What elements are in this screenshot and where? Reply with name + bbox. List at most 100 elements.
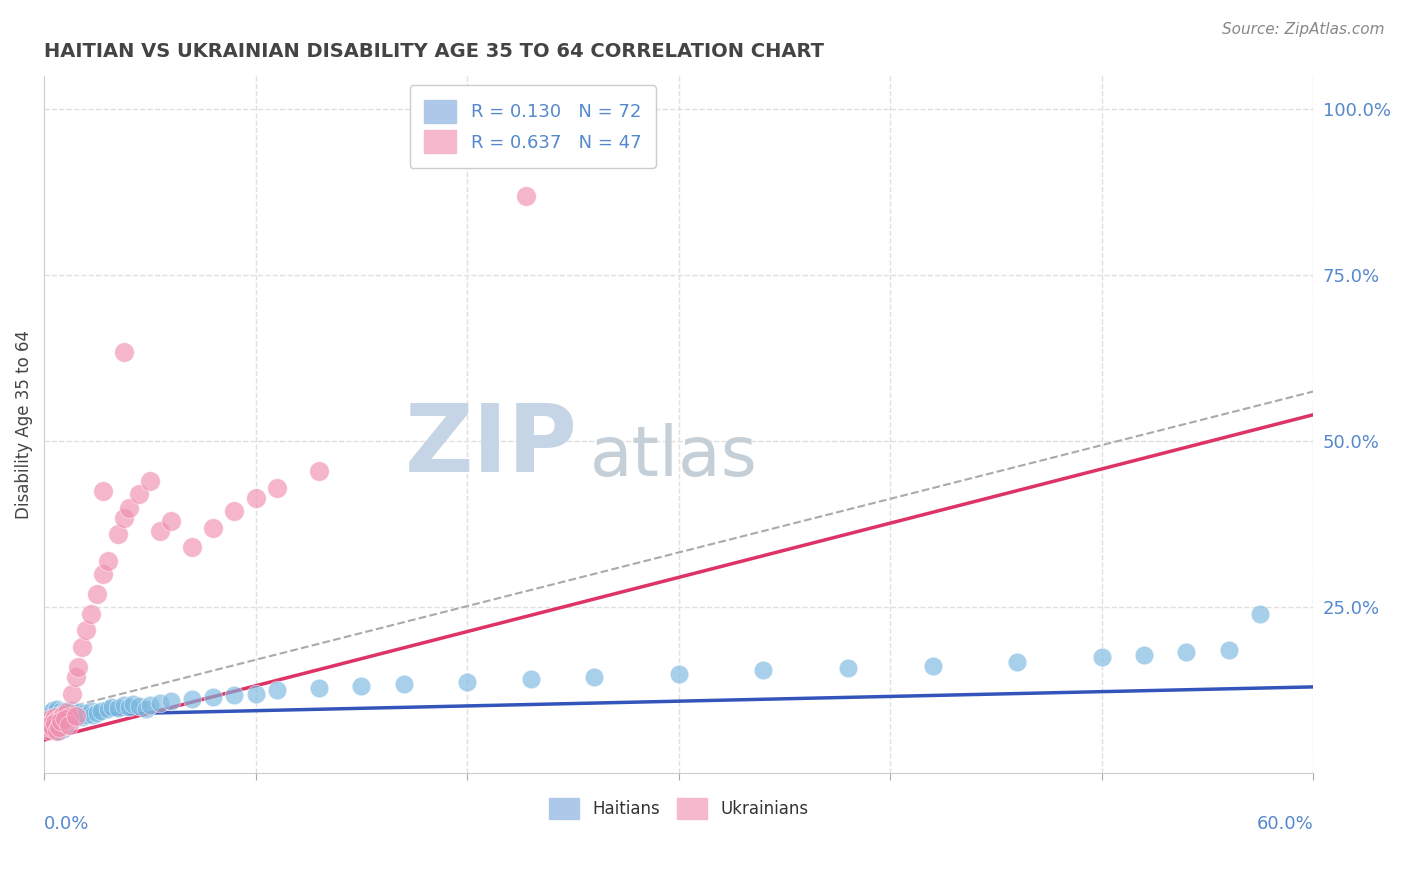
Point <box>62 711 84 725</box>
Point <box>79 607 101 621</box>
Point <box>181 691 204 706</box>
Point <box>48 707 70 722</box>
Point <box>65 709 87 723</box>
Point <box>44 718 66 732</box>
Point <box>39 712 62 726</box>
Point <box>70 710 93 724</box>
Point <box>160 514 183 528</box>
Point <box>52 711 75 725</box>
Point <box>49 704 72 718</box>
Point <box>1249 607 1271 621</box>
Point <box>107 701 129 715</box>
Point <box>350 679 373 693</box>
Point <box>52 707 75 722</box>
Point <box>1005 655 1028 669</box>
Point <box>75 624 97 638</box>
Point <box>118 500 141 515</box>
Point <box>86 706 108 720</box>
Point <box>128 487 150 501</box>
Point <box>53 712 76 726</box>
Point <box>160 694 183 708</box>
Point <box>45 720 67 734</box>
Point <box>97 554 120 568</box>
Point <box>118 700 141 714</box>
Point <box>58 710 80 724</box>
Point <box>308 681 330 696</box>
Point <box>66 660 89 674</box>
Text: Source: ZipAtlas.com: Source: ZipAtlas.com <box>1222 22 1385 37</box>
Point <box>39 706 62 721</box>
Point <box>114 344 136 359</box>
Legend: Haitians, Ukrainians: Haitians, Ukrainians <box>541 789 817 828</box>
Point <box>224 504 246 518</box>
Point <box>53 705 76 719</box>
Point <box>1091 650 1114 665</box>
Point <box>44 723 66 737</box>
Text: 60.0%: 60.0% <box>1257 815 1313 833</box>
Point <box>49 714 72 728</box>
Point <box>58 706 80 720</box>
Point <box>45 702 67 716</box>
Point <box>48 715 70 730</box>
Point <box>202 690 225 704</box>
Point <box>1218 643 1240 657</box>
Point <box>1175 645 1198 659</box>
Point <box>66 709 89 723</box>
Point <box>49 720 72 734</box>
Point <box>69 705 91 719</box>
Point <box>41 703 63 717</box>
Point <box>583 670 606 684</box>
Point <box>49 720 72 734</box>
Text: atlas: atlas <box>591 423 758 490</box>
Point <box>266 481 288 495</box>
Point <box>70 640 93 654</box>
Point <box>114 510 136 524</box>
Point <box>37 723 59 737</box>
Point <box>149 697 172 711</box>
Point <box>60 703 83 717</box>
Point <box>128 699 150 714</box>
Point <box>837 661 859 675</box>
Point <box>122 697 145 711</box>
Point <box>44 710 66 724</box>
Point <box>39 721 62 735</box>
Point <box>519 672 541 686</box>
Point <box>114 698 136 713</box>
Text: ZIP: ZIP <box>405 400 576 491</box>
Point <box>86 587 108 601</box>
Point <box>97 702 120 716</box>
Point <box>73 706 96 720</box>
Point <box>48 714 70 729</box>
Point <box>37 718 59 732</box>
Point <box>48 724 70 739</box>
Point <box>224 688 246 702</box>
Point <box>53 719 76 733</box>
Point <box>44 705 66 719</box>
Point <box>39 718 62 732</box>
Point <box>456 674 478 689</box>
Point <box>58 717 80 731</box>
Point <box>266 683 288 698</box>
Point <box>149 524 172 538</box>
Point <box>79 705 101 719</box>
Y-axis label: Disability Age 35 to 64: Disability Age 35 to 64 <box>15 330 32 519</box>
Point <box>49 714 72 729</box>
Point <box>1133 648 1156 662</box>
Point <box>56 705 79 719</box>
Point <box>921 658 943 673</box>
Point <box>45 724 67 739</box>
Text: HAITIAN VS UKRAINIAN DISABILITY AGE 35 TO 64 CORRELATION CHART: HAITIAN VS UKRAINIAN DISABILITY AGE 35 T… <box>44 42 824 61</box>
Point <box>668 666 690 681</box>
Point <box>39 721 62 735</box>
Point <box>139 474 162 488</box>
Point <box>39 716 62 731</box>
Point <box>44 707 66 722</box>
Text: 0.0%: 0.0% <box>44 815 90 833</box>
Point <box>181 541 204 555</box>
Point <box>91 484 114 499</box>
Point <box>45 713 67 727</box>
Point <box>41 714 63 729</box>
Point <box>101 699 124 714</box>
Point <box>60 708 83 723</box>
Point <box>90 704 112 718</box>
